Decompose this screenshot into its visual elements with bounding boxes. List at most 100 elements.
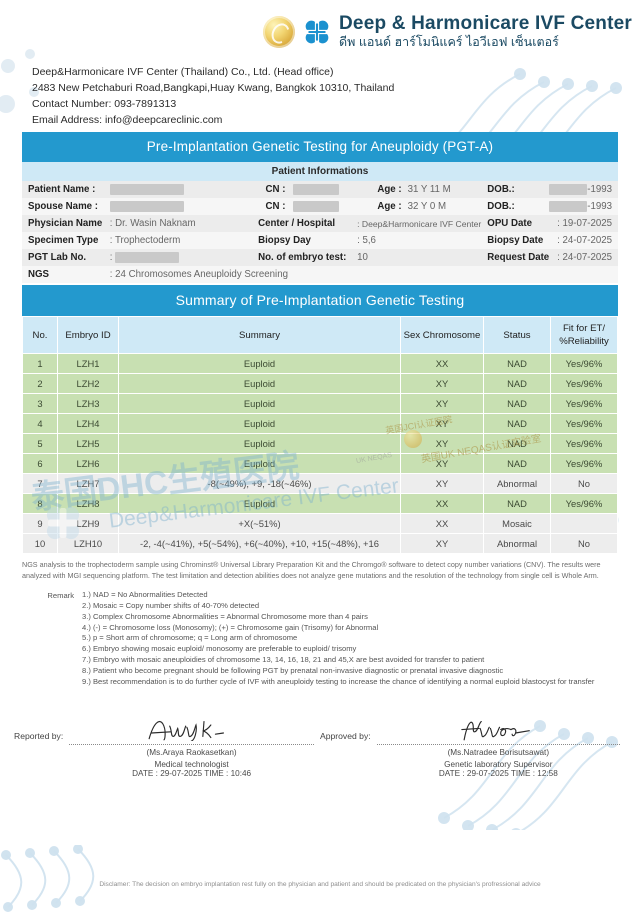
table-row-ngs: NGS : 24 Chromosomes Aneuploidy Screenin… <box>22 266 618 284</box>
table-row: 9 LZH9 +X(~51%) XX Mosaic <box>22 513 618 535</box>
cell-fit-for-et: Yes/96% <box>550 413 618 435</box>
biopsy-day-value: : 5,6 <box>357 235 376 247</box>
patient-cn-label: CN : <box>265 184 286 196</box>
remark-label: Remark <box>47 591 74 601</box>
cell-embryo-id: LZH7 <box>57 473 119 495</box>
cell-sex-chromosome: XX <box>400 513 484 535</box>
cell-fit-for-et: Yes/96% <box>550 373 618 395</box>
biopsy-day-label: Biopsy Day <box>258 235 311 247</box>
reported-name: (Ms.Araya Raokasetkan) <box>146 748 237 758</box>
cell-summary: -8(~49%), +9, -18(~46%) <box>118 473 401 495</box>
cell-fit-for-et: No <box>550 473 618 495</box>
cell-fit-for-et: Yes/96% <box>550 433 618 455</box>
redacted-block <box>293 184 340 195</box>
table-row: 10 LZH10 -2, -4(~41%), +5(~54%), +6(~40%),… <box>22 533 618 555</box>
cell-summary: Euploid <box>118 373 401 395</box>
cell-sex-chromosome: XY <box>400 373 484 395</box>
cell-sex-chromosome: XY <box>400 453 484 475</box>
results-table-body: 1 LZH1 Euploid XX NAD Yes/96% 2 LZH2 Euploid XY NA… <box>22 353 618 555</box>
remark-item: 1.) NAD = No Abnormalities Detected <box>82 590 208 600</box>
approved-by-cell: Approved by: (Ms.Natradee Borisutsawat) … <box>320 717 626 778</box>
reported-role: Medical technologist <box>154 760 229 770</box>
col-sex-chromosome: Sex Chromosome <box>400 316 484 355</box>
approved-date: DATE : 29-07-2025 TIME : 12:58 <box>438 769 558 779</box>
coin-icon <box>263 15 295 48</box>
table-row-spouse-name: Spouse Name : CN : Age : 32 Y 0 M DOB.: … <box>22 198 618 216</box>
table-row: 4 LZH4 Euploid XY NAD Yes/96% <box>22 413 618 435</box>
table-row: 7 LZH7 -8(~49%), +9, -18(~46%) XY Abnormal No <box>22 473 618 495</box>
table-row: 5 LZH5 Euploid XY NAD Yes/96% <box>22 433 618 455</box>
cell-status: NAD <box>483 433 551 455</box>
report-header: Deep & Harmonicare IVF Center ดีพ แอนด์ … <box>0 0 640 132</box>
pgt-lab-value: : <box>110 249 252 266</box>
spouse-name-label: Spouse Name : <box>28 201 98 213</box>
report-title-banner: Pre-Implantation Genetic Testing for Ane… <box>22 132 618 162</box>
cell-embryo-id: LZH1 <box>57 353 119 375</box>
approved-by-body: (Ms.Natradee Borisutsawat) Genetic labor… <box>371 717 626 778</box>
remark-item: 8.) Patient who become pregnant should b… <box>82 665 504 675</box>
cell-status: Mosaic <box>483 513 551 535</box>
redacted-block <box>293 201 340 213</box>
patient-name-value <box>109 181 252 198</box>
patient-age-value: 31 Y 11 M <box>407 184 451 196</box>
approved-signature-icon <box>461 721 530 741</box>
cell-embryo-id: LZH6 <box>57 453 119 475</box>
reported-signature-line <box>69 743 314 746</box>
approved-name: (Ms.Natradee Borisutsawat) <box>447 748 550 758</box>
cell-fit-for-et: No <box>550 533 618 555</box>
disclaimer-text: Disclamer: The decision on embryo implan… <box>99 881 541 888</box>
ngs-methodology-note: NGS analysis to the trophectoderm sample… <box>22 560 601 580</box>
redacted-block <box>549 201 588 213</box>
cell-status: NAD <box>483 413 551 435</box>
cell-embryo-id: LZH10 <box>57 533 119 555</box>
spouse-dob-label: DOB.: <box>487 201 515 213</box>
cell-status: NAD <box>483 493 551 515</box>
pgt-lab-label: PGT Lab No. <box>28 252 87 264</box>
spouse-dob-value: -1993 <box>549 198 618 215</box>
cell-fit-for-et: Yes/96% <box>550 353 618 375</box>
cell-summary: Euploid <box>118 493 401 515</box>
col-fit-line1: Fit for ET/ <box>562 323 606 335</box>
cell-summary: Euploid <box>118 393 401 415</box>
cell-no: 7 <box>22 473 58 495</box>
reported-by-body: (Ms.Araya Raokasetkan) Medical technolog… <box>63 717 320 778</box>
clinic-line-phone: Contact Number: 093-7891313 <box>32 98 177 110</box>
table-row-physician: Physician Name : Dr. Wasin Naknam Center… <box>22 215 618 233</box>
cell-summary: Euploid <box>118 433 401 455</box>
physician-label: Physician Name <box>28 218 103 230</box>
cell-no: 8 <box>22 493 58 515</box>
cell-fit-for-et: Yes/96% <box>550 493 618 515</box>
cell-summary: +X(~51%) <box>118 513 401 535</box>
approved-by-label: Approved by: <box>320 731 371 742</box>
col-summary: Summary <box>118 316 401 355</box>
cell-no: 6 <box>22 453 58 475</box>
col-embryo-id: Embryo ID <box>57 316 119 355</box>
opu-date-value: : 19-07-2025 <box>557 218 612 230</box>
remark-section: Remark 1.) NAD = No Abnormalities Detect… <box>22 590 618 687</box>
cell-no: 2 <box>22 373 58 395</box>
spouse-age-value: 32 Y 0 M <box>407 201 447 213</box>
remark-item: 9.) Best recommendation is to do further… <box>82 676 595 686</box>
cell-no: 4 <box>22 413 58 435</box>
table-row: 6 LZH6 Euploid XY NAD Yes/96% <box>22 453 618 475</box>
patient-dob-label: DOB.: <box>487 184 515 196</box>
cell-summary: -2, -4(~41%), +5(~54%), +6(~40%), +10, +… <box>118 533 401 555</box>
table-row: 8 LZH8 Euploid XX NAD Yes/96% <box>22 493 618 515</box>
patient-section-title: Patient Informations <box>22 162 618 181</box>
patient-dob-value: -1993 <box>549 181 618 198</box>
redacted-block <box>109 201 184 213</box>
remark-item: 3.) Complex Chromosome Abnormalities = A… <box>82 611 368 621</box>
cell-embryo-id: LZH2 <box>57 373 119 395</box>
cell-sex-chromosome: XX <box>400 493 484 515</box>
cell-summary: Euploid <box>118 413 401 435</box>
cell-fit-for-et: Yes/96% <box>550 393 618 415</box>
cell-no: 5 <box>22 433 58 455</box>
brand-name-en: Deep & Harmonicare IVF Center <box>339 13 632 34</box>
report-sheet: Pre-Implantation Genetic Testing for Ane… <box>22 132 618 687</box>
spouse-age-label: Age : <box>377 201 402 213</box>
request-date-label: Request Date <box>487 252 550 264</box>
redacted-block <box>115 252 180 264</box>
cell-no: 1 <box>22 353 58 375</box>
cell-status: Abnormal <box>483 533 551 555</box>
patient-age-label: Age : <box>377 184 402 196</box>
